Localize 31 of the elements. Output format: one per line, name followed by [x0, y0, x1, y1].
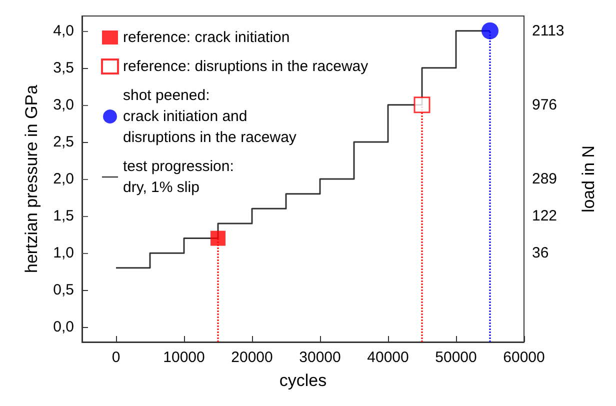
- x-tick-label: 40000: [367, 349, 409, 366]
- y2-axis-title: load in N: [579, 145, 598, 213]
- legend-label: shot peened: crack initiation and disruptions in the raceway: [123, 87, 297, 146]
- point: [210, 230, 226, 246]
- y-tick-label: 1,5: [53, 208, 74, 225]
- point: [414, 96, 430, 114]
- x-tick-label: 30000: [299, 349, 341, 366]
- x-tick-label: 0: [112, 349, 120, 366]
- category-label: 36: [532, 244, 549, 262]
- legend-label: test progression: dry, 1% slip: [123, 158, 234, 196]
- legend-label: reference: crack initiation: [123, 29, 290, 46]
- y-tick-label: 2,0: [53, 170, 74, 188]
- legend-label: reference: disruptions in the raceway: [123, 58, 369, 75]
- y-tick-label: 2,5: [53, 133, 74, 150]
- category-label: 976: [532, 96, 558, 114]
- category-label: 2113: [532, 22, 564, 40]
- y-axis-title: hertzian pressure in GPa: [22, 84, 41, 274]
- category-label: 289: [532, 170, 558, 188]
- y-tick-label: 3,5: [53, 59, 74, 76]
- y-tick-label: 4,0: [53, 22, 74, 40]
- x-tick-label: 60000: [503, 349, 545, 366]
- y-tick-label: 1,0: [53, 244, 74, 262]
- y-tick-label: 3,0: [53, 96, 74, 114]
- x-tick-label: 20000: [231, 349, 273, 366]
- point: [482, 22, 498, 40]
- x-axis-title: cycles: [279, 371, 327, 390]
- category-label: 122: [532, 208, 558, 225]
- y-tick-label: 0,0: [53, 318, 74, 336]
- y-tick-label: 0,5: [53, 282, 74, 299]
- x-tick-label: 10000: [163, 349, 205, 366]
- x-tick-label: 50000: [435, 349, 477, 366]
